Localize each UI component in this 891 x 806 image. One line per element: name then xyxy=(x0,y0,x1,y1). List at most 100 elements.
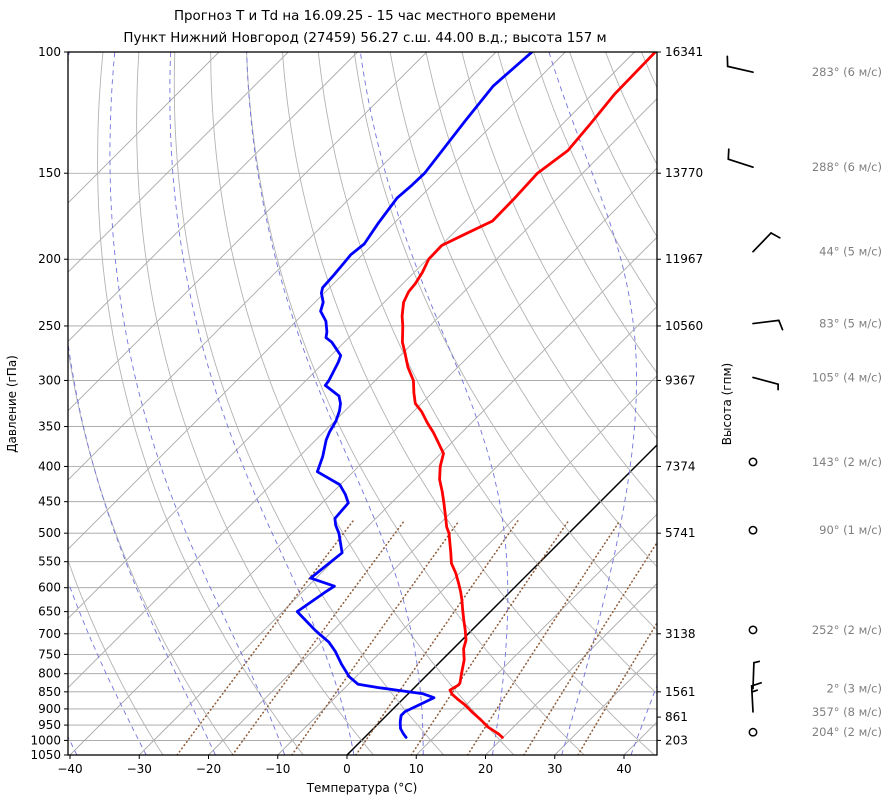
height-tick-label: 861 xyxy=(665,710,688,724)
dry-adiabat-line xyxy=(461,52,657,440)
moist-adiabat-line xyxy=(548,52,637,755)
isotherm-line xyxy=(68,52,635,620)
pressure-tick-label: 400 xyxy=(38,459,61,473)
dry-adiabat-line xyxy=(246,52,585,755)
dry-adiabat-line xyxy=(282,52,655,755)
isotherm-line xyxy=(68,52,220,204)
plot-border xyxy=(67,51,658,756)
wind-label: 204° (2 м/с) xyxy=(812,725,882,739)
x-axis-title: Температура (°C) xyxy=(306,781,418,795)
wind-label: 283° (6 м/с) xyxy=(812,65,882,79)
wind-barb-full-tick-icon xyxy=(777,319,784,331)
moist-adiabat-line xyxy=(109,52,286,755)
mixing-ratio-line xyxy=(231,520,405,755)
temperature-tick-label: −40 xyxy=(57,762,82,776)
calm-wind-circle-icon xyxy=(748,727,758,737)
wind-barb-row: 204° (2 м/с) xyxy=(748,725,882,739)
wind-barb-row: 288° (6 м/с) xyxy=(727,148,882,174)
wind-barb-row: 105° (4 м/с) xyxy=(752,370,882,391)
pressure-tick-label: 950 xyxy=(38,718,61,732)
mixing-ratio-line xyxy=(466,520,621,755)
isotherm-line xyxy=(69,167,657,755)
pressure-tick-label: 450 xyxy=(38,495,61,509)
plot-background-lines xyxy=(68,52,891,755)
moist-adiabat-line xyxy=(169,52,355,755)
dry-adiabat-line xyxy=(569,52,657,238)
isotherm-line xyxy=(68,98,657,689)
pressure-tick-label: 650 xyxy=(38,605,61,619)
wind-label: 105° (4 м/с) xyxy=(812,370,882,384)
pressure-tick-label: 800 xyxy=(38,667,61,681)
mixing-ratio-line xyxy=(410,520,570,755)
y-axis-title: Давление (гПа) xyxy=(5,355,19,453)
dry-adiabat-line xyxy=(68,558,164,755)
wind-barb-full-tick-icon xyxy=(727,148,730,160)
temperature-tick-label: 0 xyxy=(343,762,351,776)
temperature-tick-label: 30 xyxy=(547,762,562,776)
temperature-tick-label: −10 xyxy=(265,762,290,776)
height-tick-label: 3138 xyxy=(665,627,696,641)
wind-barb-row: 143° (2 м/с) xyxy=(748,455,882,469)
wind-label: 83° (5 м/с) xyxy=(819,317,882,331)
dry-adiabat-line xyxy=(173,52,445,755)
isotherm-line xyxy=(277,375,657,755)
moist-adiabat-line xyxy=(630,684,657,755)
wind-label: 44° (5 м/с) xyxy=(819,245,882,259)
dry-adiabat-line xyxy=(353,52,657,631)
dry-adiabat-line xyxy=(640,52,657,89)
wind-label: 357° (8 м/с) xyxy=(812,705,882,719)
pressure-tick-label: 750 xyxy=(38,647,61,661)
wind-barb-staff-icon xyxy=(727,158,754,169)
wind-barb-staff-icon xyxy=(752,376,779,386)
wind-barb-staff-icon xyxy=(750,685,754,713)
wind-barb-staff-icon xyxy=(752,661,755,690)
moist-adiabat-line xyxy=(246,52,424,755)
dry-adiabat-line xyxy=(97,52,304,755)
pressure-tick-label: 550 xyxy=(38,555,61,569)
mixing-ratio-line xyxy=(523,541,657,755)
title-line-1: Прогноз Т и Td на 16.09.25 - 15 час мест… xyxy=(174,9,556,24)
pressure-tick-label: 300 xyxy=(38,373,61,387)
wind-barb-full-tick-icon xyxy=(750,681,762,687)
dry-adiabat-line xyxy=(605,52,657,166)
temperature-curve xyxy=(400,52,657,739)
pressure-tick-label: 200 xyxy=(38,252,61,266)
wind-barb-row: 90° (1 м/с) xyxy=(748,523,882,537)
wind-barbs: 283° (6 м/с) 288° (6 м/с) 44° (5 м/с) 83° (… xyxy=(726,55,882,739)
calm-wind-circle-icon xyxy=(748,525,758,535)
pressure-tick-label: 250 xyxy=(38,319,61,333)
temperature-tick-label: −30 xyxy=(127,762,152,776)
pressure-tick-label: 850 xyxy=(38,685,61,699)
temperature-tick-label: 20 xyxy=(478,762,493,776)
pressure-tick-label: 150 xyxy=(38,166,61,180)
height-tick-label: 11967 xyxy=(665,252,703,266)
wind-barb-row: 252° (2 м/с) xyxy=(748,623,882,637)
dry-adiabat-line xyxy=(713,52,891,755)
temperature-tick-label: 10 xyxy=(409,762,424,776)
mixing-ratio-line xyxy=(355,520,519,755)
height-tick-label: 9367 xyxy=(665,373,696,387)
wind-barb-half-tick-icon xyxy=(753,660,761,664)
pressure-tick-label: 900 xyxy=(38,702,61,716)
dry-adiabat-line xyxy=(389,52,657,568)
isotherm-line xyxy=(415,513,657,755)
wind-barb-row: 283° (6 м/с) xyxy=(726,55,882,79)
mixing-ratio-line xyxy=(176,520,354,755)
isotherm-line xyxy=(68,52,428,412)
isotherm-line xyxy=(623,721,657,755)
mixing-ratio-line xyxy=(291,520,460,755)
wind-barb-row: 357° (8 м/с) xyxy=(750,681,882,719)
wind-label: 2° (3 м/с) xyxy=(826,682,882,696)
pressure-tick-label: 700 xyxy=(38,627,61,641)
wind-label: 288° (6 м/с) xyxy=(812,160,882,174)
pressure-tick-label: 350 xyxy=(38,420,61,434)
height-tick-label: 7374 xyxy=(665,459,696,473)
height-tick-label: 1561 xyxy=(665,685,696,699)
dewpoint-curve xyxy=(295,52,534,739)
wind-barb-staff-icon xyxy=(752,319,780,325)
mixing-ratio-line xyxy=(577,621,657,755)
pressure-tick-label: 1000 xyxy=(30,733,61,747)
moist-adiabat-line xyxy=(68,580,147,755)
